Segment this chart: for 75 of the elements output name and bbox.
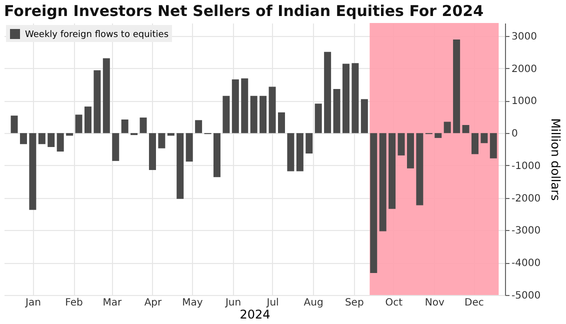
bar: [38, 133, 46, 144]
bar: [278, 112, 285, 134]
x-tick-label: Aug: [304, 298, 324, 308]
bar: [398, 133, 405, 156]
x-tick-label: Apr: [144, 298, 163, 308]
y-tick-label: -5000: [512, 290, 541, 302]
bar: [148, 133, 156, 170]
bar: [102, 58, 110, 134]
bar: [379, 133, 386, 232]
bar: [158, 133, 166, 148]
bar: [444, 122, 451, 134]
bar: [268, 86, 276, 134]
x-axis-title: 2024: [240, 308, 270, 322]
y-axis-title: Million dollars: [548, 118, 563, 201]
bar: [10, 116, 18, 134]
bar: [480, 133, 488, 144]
bar: [48, 133, 55, 148]
bar: [241, 78, 248, 134]
x-tick-label: Jun: [224, 298, 242, 308]
bar: [406, 133, 414, 168]
x-tick-label: Sep: [344, 298, 364, 308]
bar: [250, 96, 258, 134]
bar: [186, 133, 193, 162]
bar: [370, 133, 378, 273]
bar: [84, 106, 92, 134]
x-tick-label: Jul: [266, 298, 279, 308]
y-tick-label: -3000: [512, 226, 541, 237]
y-tick-label: -4000: [512, 258, 541, 270]
bar: [167, 133, 174, 136]
y-tick-label: 0: [512, 128, 518, 140]
y-tick-label: -2000: [512, 193, 541, 204]
bar: [388, 133, 396, 209]
y-tick-label: 2000: [512, 64, 537, 75]
bar: [333, 89, 340, 134]
bar: [56, 133, 64, 152]
bar: [213, 133, 220, 178]
bar: [121, 119, 128, 134]
bar: [490, 133, 497, 158]
bar: [360, 99, 368, 134]
bar: [416, 133, 424, 206]
x-tick-label: Oct: [385, 298, 403, 308]
bar: [75, 114, 82, 134]
bar: [453, 40, 460, 134]
bar: [20, 133, 27, 144]
x-tick-label: Mar: [102, 298, 122, 308]
bar: [195, 120, 202, 134]
bar: [66, 133, 74, 136]
x-tick-label: Dec: [464, 298, 484, 308]
y-tick-label: 3000: [512, 31, 537, 42]
bar: [462, 125, 470, 134]
bar: [471, 133, 478, 154]
x-tick-label: Feb: [65, 298, 83, 308]
x-tick-label: Nov: [424, 298, 445, 308]
bar: [140, 118, 147, 134]
bar: [260, 96, 267, 134]
bar: [176, 133, 184, 199]
legend-label: Weekly foreign flows to equities: [25, 30, 169, 40]
bar: [306, 133, 313, 154]
x-tick-label: Jan: [24, 298, 41, 308]
bar: [324, 52, 332, 134]
bar: [296, 133, 304, 172]
bar: [232, 79, 239, 134]
bar: [112, 133, 120, 161]
bar: [94, 70, 101, 134]
bar: [434, 133, 442, 138]
bar: [287, 133, 294, 172]
bar: [222, 96, 230, 134]
chart-title: Foreign Investors Net Sellers of Indian Equities For 2024: [4, 2, 484, 20]
y-tick-label: -1000: [512, 160, 541, 172]
bar: [342, 64, 350, 134]
y-tick-label: 1000: [512, 96, 537, 108]
x-tick-label: May: [182, 298, 203, 308]
bar: [352, 63, 359, 134]
bar: [29, 133, 36, 210]
bar: [314, 104, 322, 134]
